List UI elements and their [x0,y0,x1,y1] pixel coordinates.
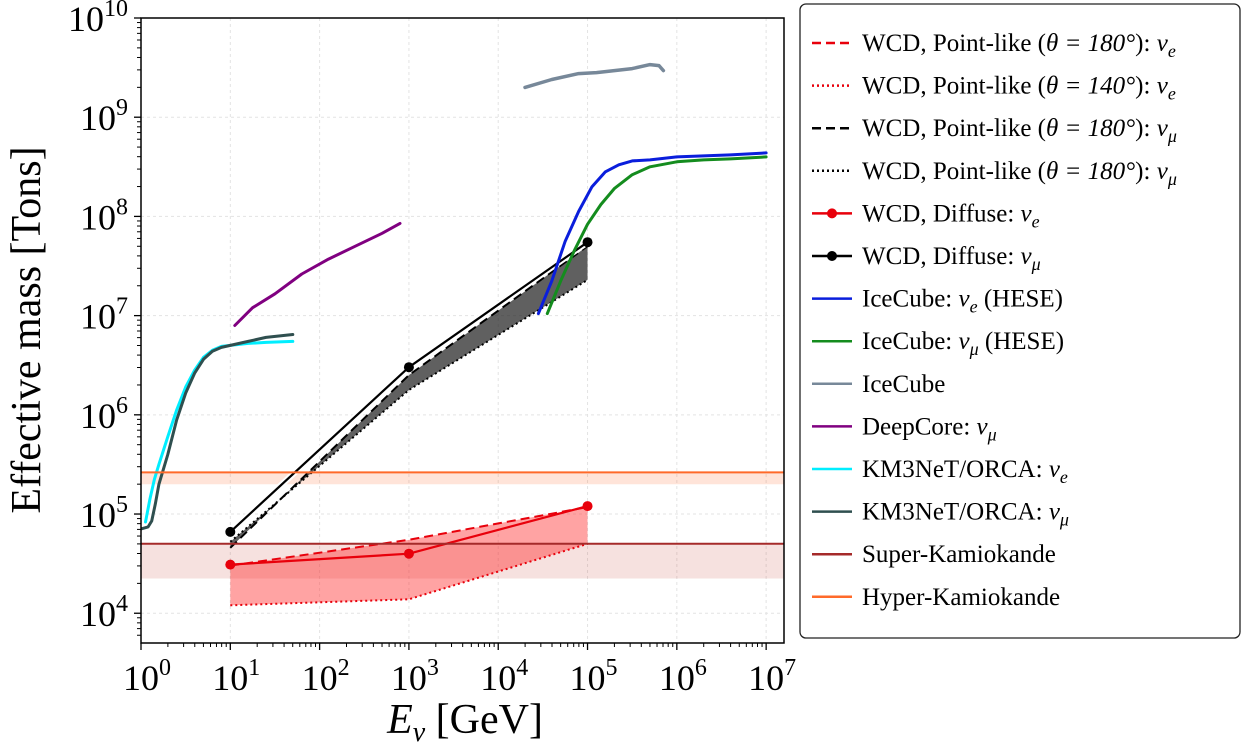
data-series [141,62,784,607]
legend-entry: IceCube: νe (HESE) [812,286,1063,317]
legend-label: KM3NeT/ORCA: νe [862,456,1068,487]
legend-label: WCD, Point-like (θ = 180°): νe [862,30,1176,61]
x-tick-label: 102 [302,655,350,698]
legend-entry: KM3NeT/ORCA: νe [812,456,1068,487]
axis-ticks: 100 101 102 103 104 105 106 107 104 105 106 107 108 1… [68,0,796,698]
super-kamiokande-band [141,543,784,579]
hyper-kamiokande-band [141,472,784,485]
x-tick-label: 104 [480,655,528,698]
legend-entry: WCD, Diffuse: νμ [812,243,1041,274]
legend-entry: DeepCore: νμ [812,413,997,444]
legend-entry: KM3NeT/ORCA: νμ [812,499,1069,530]
legend-label: IceCube: νe (HESE) [862,286,1063,317]
legend-entry: WCD, Point-like (θ = 180°): νμ [812,115,1177,146]
legend-marker [827,208,837,219]
legend-entry: WCD, Point-like (θ = 140°): νe [812,73,1176,104]
legend-label: IceCube: νμ (HESE) [862,328,1064,359]
legend-label: IceCube [862,371,945,398]
legend-entry: IceCube [812,371,945,398]
legend-label: WCD, Diffuse: νμ [862,243,1041,274]
legend-entry: WCD, Diffuse: νe [812,200,1040,231]
wcd-muon-neutrino-point-like-band [230,246,588,548]
x-tick-label: 101 [212,655,260,698]
legend-label: KM3NeT/ORCA: νμ [862,499,1069,530]
legend-entry: Hyper-Kamiokande [812,584,1060,611]
y-tick-label: 105 [80,492,128,535]
km3net-orca-line [141,333,295,531]
y-tick-label: 104 [80,591,128,634]
x-axis-title: Eν [GeV] [386,697,543,743]
y-tick-label: 107 [80,294,128,337]
x-tick-label: 103 [391,655,439,698]
axis-titles: Eν [GeV] Effective mass [Tons] [4,146,543,743]
wcd-point-like-180-e-line [230,506,588,567]
wcd-diffuse-point [225,526,236,537]
legend: WCD, Point-like (θ = 180°): νe WCD, Point… [799,3,1241,639]
legend-entry: IceCube: νμ (HESE) [812,328,1064,359]
x-tick-label: 107 [748,655,796,698]
y-tick-label: 108 [80,194,128,237]
y-tick-label: 1010 [68,0,128,39]
y-tick-label: 106 [80,393,128,436]
data-markers [225,237,593,570]
wcd-point-like-180-line [229,245,589,549]
legend-marker [827,251,837,261]
wcd-diffuse-point [582,237,593,248]
deepcore-line [233,221,402,327]
wcd-diffuse-e-point [403,548,414,559]
icecube-hese-line [545,155,768,316]
x-tick-label: 106 [659,655,707,698]
icecube-e-hese-line [536,151,768,316]
wcd-diffuse-e-point [225,559,236,570]
legend-label: WCD, Diffuse: νe [862,200,1040,231]
legend-box [799,3,1241,639]
legend-label: DeepCore: νμ [862,413,997,444]
wcd-diffuse-e-point [582,501,593,512]
x-tick-label: 100 [123,655,171,698]
legend-label: WCD, Point-like (θ = 140°): νe [862,73,1176,104]
legend-entry: Super-Kamiokande [812,541,1056,568]
legend-label: Hyper-Kamiokande [862,584,1060,611]
legend-label: WCD, Point-like (θ = 180°): νμ [862,158,1177,189]
x-tick-label: 105 [570,655,618,698]
shaded-bands [141,246,784,606]
legend-entry: WCD, Point-like (θ = 180°): νμ [812,158,1177,189]
y-axis-title: Effective mass [Tons] [4,146,50,513]
legend-label: WCD, Point-like (θ = 180°): νμ [862,115,1177,146]
wcd-diffuse-point [403,362,414,373]
legend-entry: WCD, Point-like (θ = 180°): νe [812,30,1176,61]
icecube-line [523,62,666,90]
y-tick-label: 109 [80,95,128,138]
legend-label: Super-Kamiokande [862,541,1056,568]
